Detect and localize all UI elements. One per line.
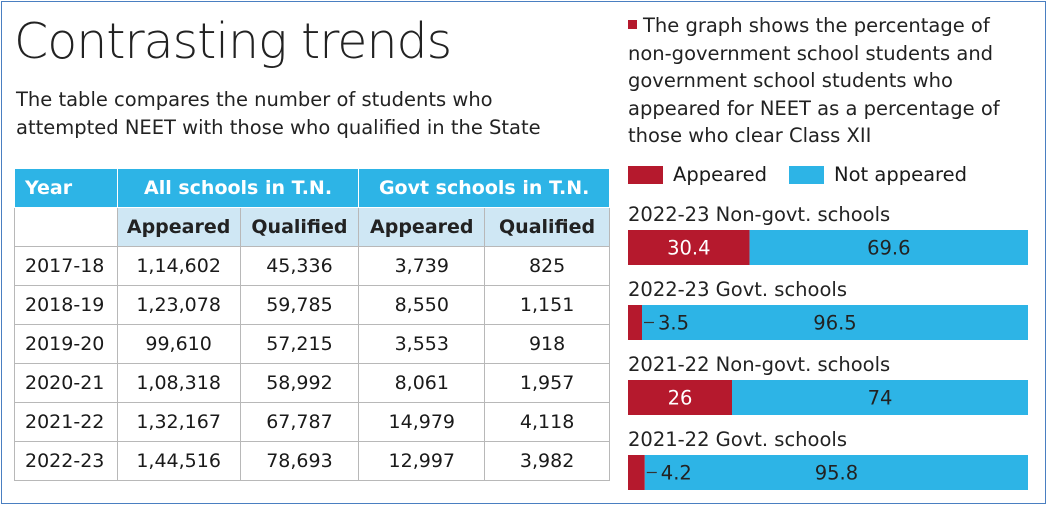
table-cell-value: 99,610 — [116, 324, 241, 364]
sub-header-appeared: Appeared — [116, 207, 241, 247]
table-cell-value: 57,215 — [239, 324, 360, 364]
table-cell-value: 1,14,602 — [116, 246, 241, 286]
govt-schools-header: Govt schools in T.N. — [358, 168, 610, 208]
table-cell-value: 12,997 — [358, 441, 486, 481]
legend-label-appeared: Appeared — [673, 163, 768, 186]
table-sub-header-row: Appeared Qualified Appeared Qualified — [14, 207, 610, 247]
table-cell-value: 1,44,516 — [116, 441, 241, 481]
bar-appeared — [628, 230, 750, 265]
bar-appeared — [628, 305, 642, 340]
bar-label-appeared: 30.4 — [667, 237, 710, 260]
table-cell-value: 3,982 — [484, 441, 610, 481]
bar-label-not-appeared: 96.5 — [813, 312, 856, 335]
bar-category-label: 2022-23 Non-govt. schools — [628, 203, 890, 226]
table-cell-year: 2020-21 — [14, 363, 118, 403]
table-cell-year: 2017-18 — [14, 246, 118, 286]
table-cell-value: 1,08,318 — [116, 363, 241, 403]
bar-not-appeared — [732, 380, 1028, 415]
table-cell-value: 4,118 — [484, 402, 610, 442]
table-row: 2022-23 1,44,516 78,693 12,997 3,982 — [14, 441, 610, 481]
table-cell-value: 58,992 — [239, 363, 360, 403]
table-cell-value: 1,957 — [484, 363, 610, 403]
sub-header-appeared: Appeared — [358, 207, 486, 247]
table-cell-value: 918 — [484, 324, 610, 364]
legend-item-appeared: Appeared — [628, 163, 767, 186]
table-cell-value: 1,23,078 — [116, 285, 241, 325]
table-row: 2018-19 1,23,078 59,785 8,550 1,151 — [14, 285, 610, 325]
bar-label-appeared: 26 — [668, 387, 693, 410]
bar-label-not-appeared: 95.8 — [815, 462, 858, 485]
legend-label-not-appeared: Not appeared — [834, 163, 967, 186]
table-row: 2017-18 1,14,602 45,336 3,739 825 — [14, 246, 610, 286]
table-cell-value: 45,336 — [239, 246, 360, 286]
sub-header-qualified: Qualified — [239, 207, 360, 247]
table-cell-year: 2022-23 — [14, 441, 118, 481]
bar-category-label: 2022-23 Govt. schools — [628, 278, 847, 301]
sub-header-qualified: Qualified — [484, 207, 610, 247]
sub-header-blank — [14, 207, 118, 247]
bar-category-label: 2021-22 Govt. schools — [628, 428, 847, 451]
bar-appeared — [628, 380, 732, 415]
chart-note: The graph shows the percentage of non-go… — [628, 12, 1028, 150]
bar-label-appeared: 4.2 — [661, 462, 692, 485]
bar-label-not-appeared: 69.6 — [867, 237, 910, 260]
table-cell-value: 3,739 — [358, 246, 486, 286]
note-marker-icon — [628, 20, 637, 29]
table-group-header-row: Year All schools in T.N. Govt schools in… — [14, 168, 610, 208]
table-cell-value: 3,553 — [358, 324, 486, 364]
table-row: 2020-21 1,08,318 58,992 8,061 1,957 — [14, 363, 610, 403]
figure-subtitle: The table compares the number of student… — [16, 88, 541, 139]
legend-item-not-appeared: Not appeared — [789, 163, 967, 186]
bar-category-label: 2021-22 Non-govt. schools — [628, 353, 890, 376]
bar-label-appeared: 3.5 — [658, 312, 689, 335]
table-cell-value: 78,693 — [239, 441, 360, 481]
table-cell-value: 59,785 — [239, 285, 360, 325]
table-row: 2019-20 99,610 57,215 3,553 918 — [14, 324, 610, 364]
table-cell-value: 67,787 — [239, 402, 360, 442]
table-cell-value: 8,061 — [358, 363, 486, 403]
bar-not-appeared — [644, 455, 1028, 490]
bar-not-appeared — [749, 230, 1028, 265]
legend-swatch-not-appeared — [789, 165, 825, 184]
chart-note-text: The graph shows the percentage of non-go… — [628, 14, 1000, 147]
figure-title: Contrasting trends — [14, 13, 452, 70]
bar-appeared — [628, 455, 645, 490]
bar-label-not-appeared: 74 — [868, 387, 893, 410]
legend-swatch-appeared — [628, 165, 663, 184]
bar-not-appeared — [642, 305, 1028, 340]
neet-table: Year All schools in T.N. Govt schools in… — [14, 168, 610, 481]
all-schools-header: All schools in T.N. — [116, 168, 360, 208]
chart-legend: Appeared Not appeared — [628, 163, 989, 186]
